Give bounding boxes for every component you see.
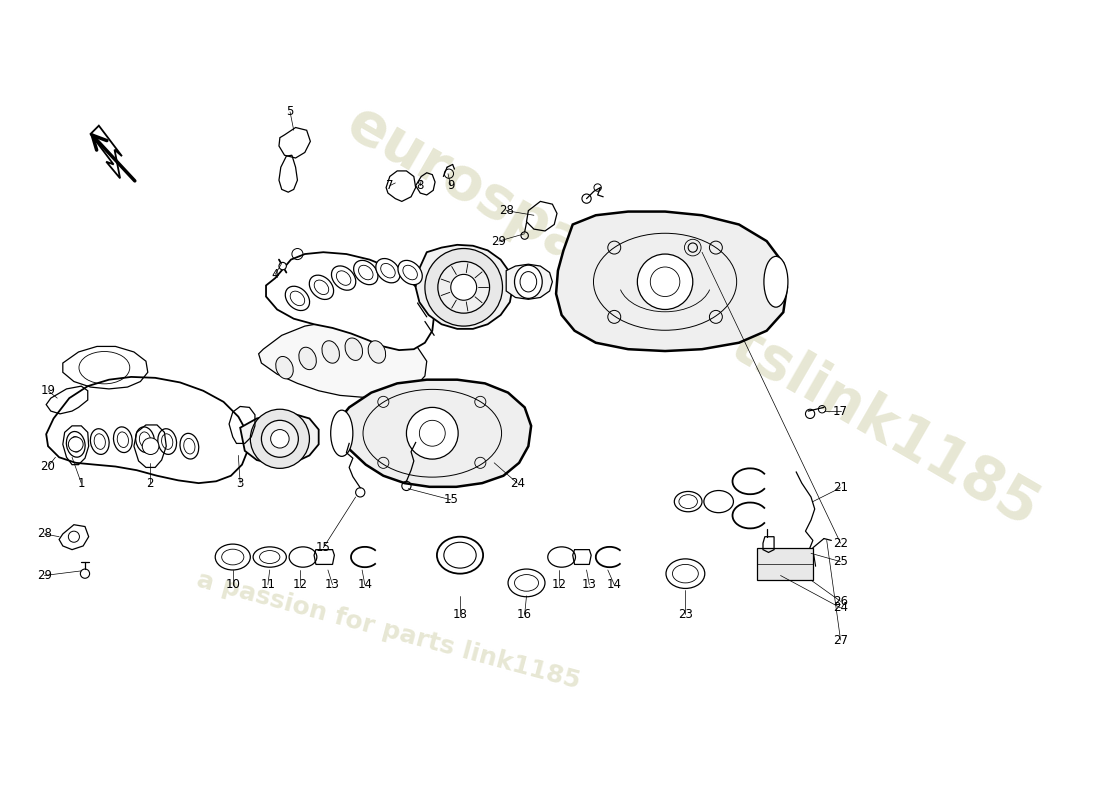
Text: 27: 27 [833, 634, 848, 646]
Text: 11: 11 [261, 578, 275, 591]
Text: 24: 24 [833, 602, 848, 614]
Text: 23: 23 [678, 608, 693, 621]
Polygon shape [332, 380, 531, 487]
Ellipse shape [113, 427, 132, 453]
Ellipse shape [90, 429, 109, 454]
Text: 4: 4 [272, 268, 279, 281]
Text: 12: 12 [293, 578, 308, 591]
Text: 29: 29 [36, 569, 52, 582]
Ellipse shape [515, 265, 542, 298]
Text: a passion for parts link1185: a passion for parts link1185 [194, 568, 582, 694]
Text: 29: 29 [492, 234, 506, 248]
Ellipse shape [299, 347, 317, 370]
Text: 19: 19 [41, 384, 55, 398]
Text: 13: 13 [582, 578, 597, 591]
Circle shape [68, 437, 84, 452]
Polygon shape [266, 252, 434, 350]
Ellipse shape [331, 266, 355, 290]
Text: 28: 28 [498, 204, 514, 217]
Text: 14: 14 [358, 578, 373, 591]
Text: 1: 1 [77, 477, 85, 490]
Text: 8: 8 [417, 179, 424, 192]
Text: 10: 10 [226, 578, 240, 591]
Ellipse shape [135, 427, 154, 453]
Text: 28: 28 [37, 527, 52, 541]
Polygon shape [557, 211, 786, 351]
Text: 26: 26 [833, 595, 848, 608]
Text: 15: 15 [443, 494, 459, 506]
Circle shape [262, 420, 298, 458]
Text: 3: 3 [236, 477, 244, 490]
Polygon shape [416, 245, 513, 329]
Ellipse shape [322, 341, 340, 363]
Ellipse shape [276, 357, 294, 379]
Text: 24: 24 [509, 477, 525, 490]
Ellipse shape [353, 260, 378, 285]
Text: 22: 22 [833, 537, 848, 550]
Text: 25: 25 [833, 555, 848, 568]
Ellipse shape [345, 338, 363, 361]
Ellipse shape [285, 286, 309, 310]
Text: 5: 5 [286, 106, 294, 118]
Circle shape [406, 407, 459, 459]
Ellipse shape [398, 260, 422, 285]
Text: 13: 13 [326, 578, 340, 591]
Text: 16: 16 [517, 608, 532, 621]
Polygon shape [46, 377, 248, 483]
Ellipse shape [763, 256, 788, 307]
Text: 7: 7 [386, 179, 394, 192]
Circle shape [142, 438, 158, 454]
Polygon shape [90, 126, 122, 178]
Circle shape [451, 274, 476, 300]
Polygon shape [240, 414, 319, 465]
Polygon shape [506, 264, 552, 299]
Text: 12: 12 [551, 578, 566, 591]
Ellipse shape [368, 341, 386, 363]
Text: 2: 2 [146, 477, 153, 490]
Polygon shape [258, 322, 427, 398]
Text: 9: 9 [447, 179, 454, 192]
Text: 17: 17 [833, 405, 848, 418]
Ellipse shape [180, 434, 199, 459]
Text: 15: 15 [316, 542, 331, 554]
Polygon shape [758, 548, 813, 580]
Ellipse shape [66, 431, 85, 457]
Text: 18: 18 [452, 608, 468, 621]
Ellipse shape [376, 258, 400, 283]
Ellipse shape [157, 429, 177, 454]
Circle shape [271, 430, 289, 448]
Circle shape [438, 262, 490, 313]
Ellipse shape [309, 275, 333, 299]
Text: 20: 20 [41, 460, 55, 473]
Circle shape [68, 531, 79, 542]
Circle shape [637, 254, 693, 310]
Text: 14: 14 [607, 578, 621, 591]
Text: eurosparepartslink1185: eurosparepartslink1185 [337, 94, 1049, 539]
Circle shape [251, 410, 309, 468]
Circle shape [425, 249, 503, 326]
Ellipse shape [331, 410, 353, 456]
Circle shape [279, 262, 286, 270]
Text: 21: 21 [833, 482, 848, 494]
